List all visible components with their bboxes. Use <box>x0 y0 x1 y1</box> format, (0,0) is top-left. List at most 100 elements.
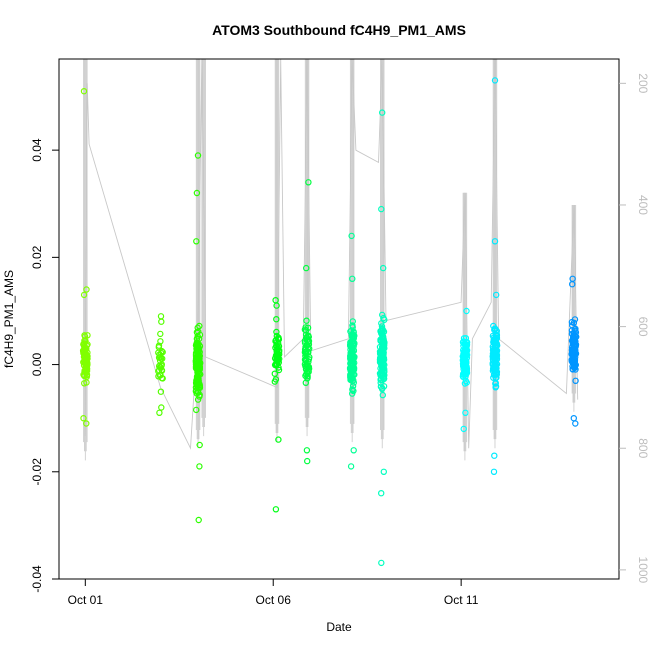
chart-title: ATOM3 Southbound fC4H9_PM1_AMS <box>212 22 466 38</box>
data-point <box>460 354 468 361</box>
data-point <box>81 344 89 351</box>
y-tick-label: -0.04 <box>30 565 44 593</box>
data-point <box>378 348 385 356</box>
data-point <box>273 302 280 309</box>
data-point <box>81 337 88 344</box>
data-point <box>272 506 280 513</box>
y-axis: -0.04 -0.02 0.00 0.02 0.04 <box>30 138 59 593</box>
data-point <box>196 441 203 449</box>
data-point <box>158 355 166 362</box>
data-point <box>305 179 312 186</box>
data-point <box>377 371 384 378</box>
plot-frame <box>58 58 620 580</box>
data-point <box>303 355 310 362</box>
y2-tick-label: 200 <box>636 73 650 93</box>
x-tick-label: Oct 01 <box>68 593 104 607</box>
data-point <box>572 325 579 332</box>
data-point <box>272 361 279 368</box>
data-point <box>347 372 354 380</box>
data-point <box>349 275 356 282</box>
data-point <box>195 389 202 396</box>
data-point <box>157 372 164 379</box>
data-point <box>572 377 579 384</box>
data-point <box>84 361 91 368</box>
data-point <box>192 406 200 414</box>
data-point <box>378 205 385 213</box>
data-point <box>273 342 280 349</box>
data-point <box>303 447 311 454</box>
data-point <box>568 318 576 326</box>
data-point <box>377 383 385 390</box>
data-point <box>348 353 355 360</box>
x-axis: Oct 01 Oct 06 Oct 11 <box>68 578 479 607</box>
data-point <box>378 330 386 337</box>
data-point <box>460 335 468 342</box>
data-point <box>158 318 165 325</box>
data-point <box>379 376 386 384</box>
data-point <box>568 327 576 334</box>
data-point <box>158 404 165 411</box>
data-point <box>271 378 278 385</box>
data-point <box>463 307 470 315</box>
y2-tick-label: 400 <box>636 195 650 215</box>
data-point <box>571 362 578 369</box>
data-point <box>80 415 87 422</box>
data-point <box>491 77 499 84</box>
data-point <box>490 468 498 475</box>
data-point <box>379 385 386 392</box>
data-point <box>380 314 387 322</box>
data-point <box>349 365 357 373</box>
data-point <box>379 109 386 116</box>
data-point <box>196 393 203 400</box>
data-point <box>490 374 497 381</box>
data-point <box>490 322 497 330</box>
data-point <box>572 333 580 340</box>
data-point <box>304 369 311 376</box>
data-point <box>305 365 313 372</box>
data-point <box>348 232 355 240</box>
data-point <box>155 342 163 349</box>
data-point <box>570 415 578 422</box>
data-point <box>301 349 309 356</box>
data-point <box>159 348 166 356</box>
data-point <box>83 286 90 293</box>
data-point <box>347 376 354 384</box>
data-point <box>301 361 309 368</box>
data-point <box>83 420 90 427</box>
data-point <box>196 322 203 330</box>
data-point <box>376 358 384 366</box>
data-point <box>492 383 500 390</box>
data-point <box>569 281 576 288</box>
data-point <box>273 328 280 336</box>
data-point <box>493 329 500 337</box>
data-point <box>492 380 499 387</box>
x-tick-label: Oct 11 <box>444 593 479 607</box>
scatter-points <box>79 77 580 567</box>
data-point <box>303 317 310 324</box>
data-point <box>572 350 579 357</box>
data-point <box>272 297 279 304</box>
data-point <box>489 356 497 363</box>
data-point <box>493 356 501 363</box>
data-point <box>80 87 88 95</box>
data-point <box>380 264 387 272</box>
y-tick-label: 0.04 <box>30 138 44 162</box>
data-point <box>156 409 163 416</box>
data-point <box>490 364 497 371</box>
data-point <box>305 332 312 339</box>
y-axis-label: fC4H9_PM1_AMS <box>2 270 16 368</box>
y2-tick-label: 600 <box>636 317 650 337</box>
data-point <box>196 366 203 373</box>
y-tick-label: 0.02 <box>30 245 44 269</box>
data-point <box>378 490 385 497</box>
data-point <box>462 377 470 385</box>
data-point <box>192 342 200 349</box>
data-point <box>380 468 387 475</box>
data-point <box>157 330 164 338</box>
data-point <box>81 368 89 375</box>
data-point <box>81 333 89 340</box>
data-point <box>195 377 202 385</box>
data-point <box>271 370 278 377</box>
data-point <box>155 349 162 356</box>
data-point <box>301 326 309 333</box>
